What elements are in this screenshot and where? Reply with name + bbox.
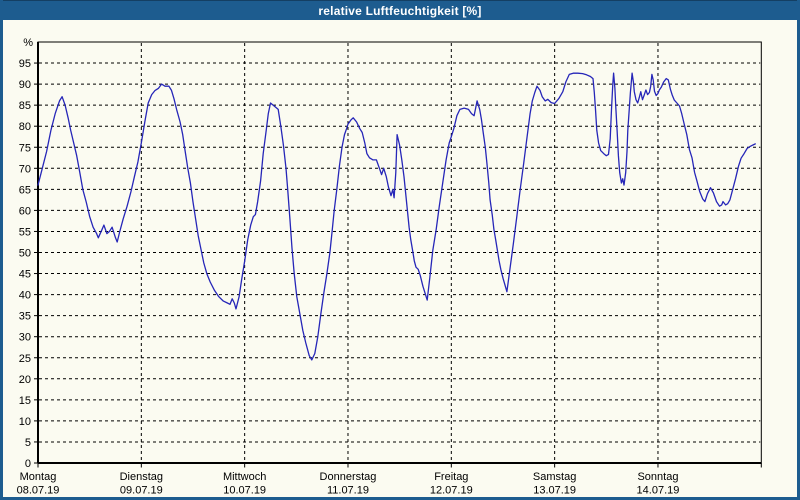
x-day-label: Freitag [434,471,468,483]
x-day-label: Mittwoch [223,471,266,483]
y-tick-label: 25 [19,353,31,365]
axis-labels: 0 5 10 15 20 25 30 35 40 45 50 55 60 65 70 75 80 85 90 95% M… [17,37,680,496]
y-tick-label: 15 [19,395,31,407]
x-day-label: Samstag [533,471,576,483]
chart-area: 0 5 10 15 20 25 30 35 40 45 50 55 60 65 70 75 80 85 90 95% M… [3,20,797,497]
x-date-label: 11.07.19 [327,485,369,497]
y-tick-label: 0 [25,458,31,470]
y-tick-label: 95 [19,58,31,70]
data-series [37,72,756,361]
humidity-line [37,72,756,361]
humidity-chart: 0 5 10 15 20 25 30 35 40 45 50 55 60 65 70 75 80 85 90 95% M… [17,37,762,497]
x-date-label: 10.07.19 [223,485,266,497]
y-tick-label: 50 [19,248,31,260]
y-tick-label: 75 [19,142,31,154]
y-tick-label: 90 [19,79,31,91]
y-tick-label: 40 [19,290,31,302]
y-tick-label: 80 [19,121,31,133]
window-titlebar[interactable]: relative Luftfeuchtigkeit [%] [3,0,797,20]
x-day-label: Montag [20,471,57,483]
y-tick-label: 35 [19,311,31,323]
y-tick-label: 55 [19,226,31,238]
y-tick-label: 70 [19,163,31,175]
y-tick-label: 45 [19,269,31,281]
x-day-label: Donnerstag [320,471,377,483]
y-tick-label: 30 [19,332,31,344]
y-tick-label: 85 [19,100,31,112]
x-date-label: 08.07.19 [17,485,60,497]
y-tick-label: 20 [19,374,31,386]
x-day-label: Dienstag [120,471,163,483]
x-date-label: 13.07.19 [533,485,576,497]
x-date-label: 09.07.19 [120,485,163,497]
y-tick-label: 60 [19,205,31,217]
y-tick-label: 5 [25,437,31,449]
x-date-label: 12.07.19 [430,485,473,497]
window-title: relative Luftfeuchtigkeit [%] [318,3,482,18]
x-day-label: Sonntag [637,471,678,483]
y-tick-label: 65 [19,184,31,196]
gridlines [39,43,761,462]
tick-marks [34,62,762,468]
y-tick-label: 10 [19,416,31,428]
x-date-label: 14.07.19 [637,485,680,497]
y-axis-unit-label: % [23,37,33,49]
